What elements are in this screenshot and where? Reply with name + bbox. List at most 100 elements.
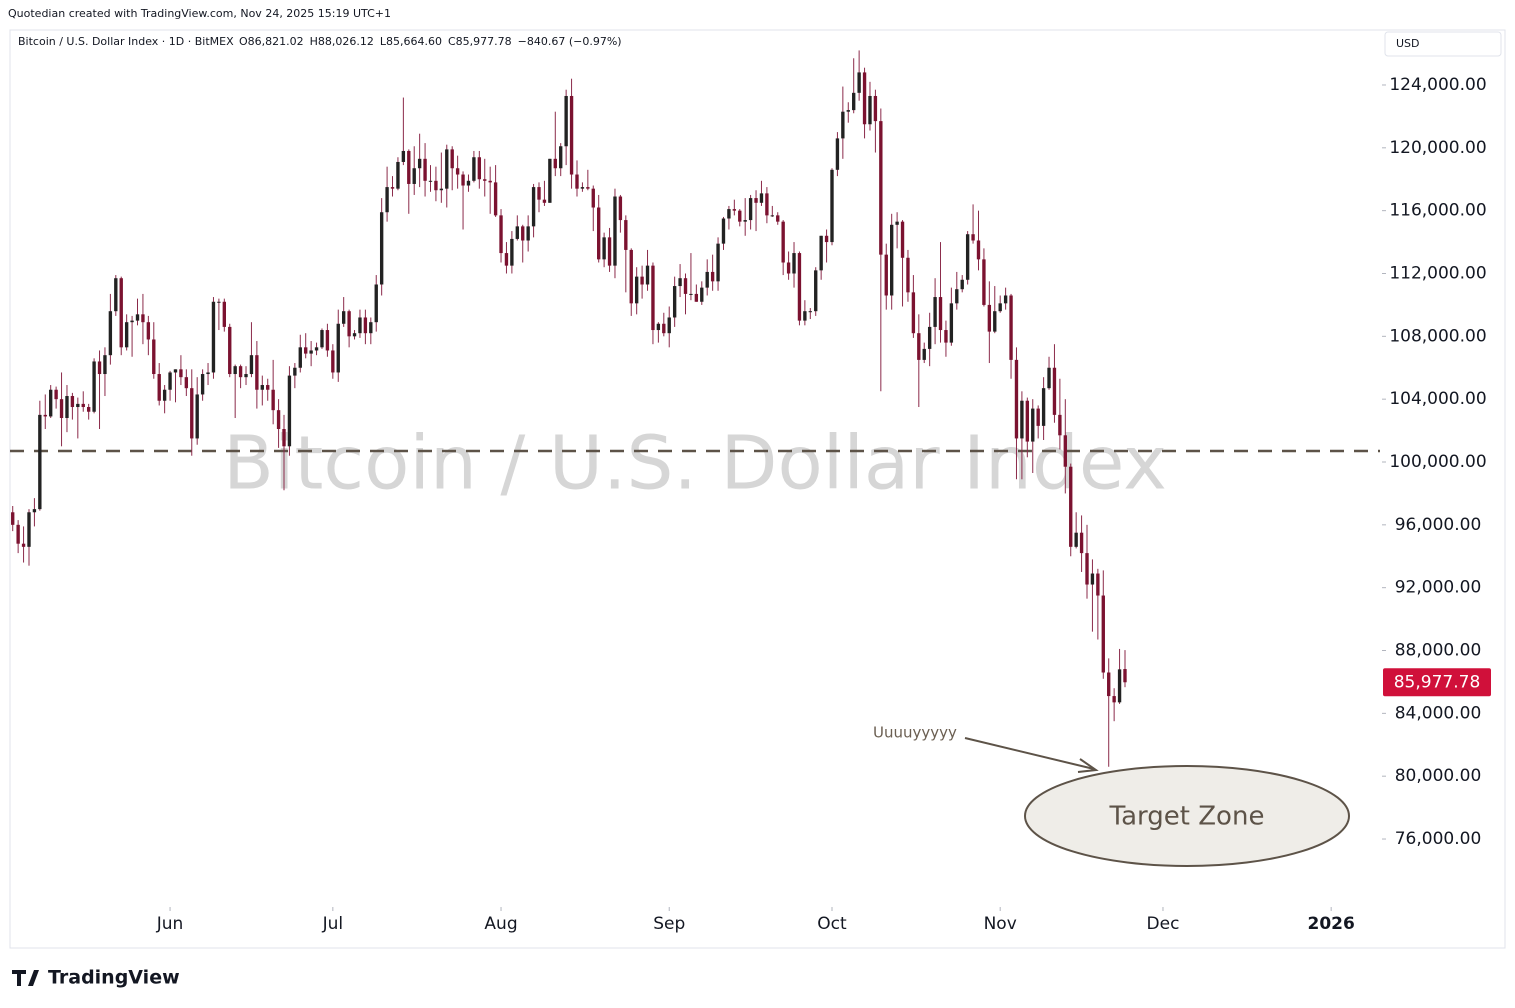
last-price-label: 85,977.78 [1394, 672, 1481, 692]
candle-body [49, 389, 53, 417]
candle-body [86, 407, 91, 412]
candle-body [390, 187, 395, 189]
candle-body [396, 161, 400, 189]
candle-body [184, 377, 189, 389]
candle-body [222, 301, 226, 327]
candle-body [721, 218, 726, 244]
candle-body [1079, 532, 1084, 554]
candle-body [162, 389, 167, 401]
candle-body [146, 322, 151, 340]
y-tick-label: 124,000.00 [1389, 75, 1486, 95]
candle-body [993, 311, 997, 332]
candle-body [466, 180, 471, 186]
y-tick-label: 76,000.00 [1395, 829, 1482, 849]
candle-body [320, 330, 324, 348]
candle-body [895, 221, 899, 225]
candle-body [1063, 435, 1067, 467]
candle-body [564, 95, 568, 147]
candle-body [417, 158, 422, 169]
candle-body [195, 394, 199, 439]
x-tick-label: Oct [817, 914, 847, 934]
watermark: Bitcoin / U.S. Dollar Index [223, 421, 1167, 507]
candle-body [379, 212, 384, 285]
candle-body [1058, 414, 1062, 436]
candle-body [781, 221, 785, 263]
candle-body [835, 138, 840, 170]
candle-body [965, 234, 970, 280]
candle-body [765, 193, 769, 216]
candle-body [754, 198, 758, 203]
chart-frame [9, 29, 1506, 949]
candle-body [472, 157, 476, 181]
candle-body [21, 543, 26, 547]
candle-body [1090, 573, 1095, 585]
symbol: Bitcoin / U.S. Dollar Index · 1D · BitME… [18, 35, 234, 48]
candle-body [168, 372, 172, 390]
candle-body [54, 389, 58, 400]
currency[interactable]: USD [1396, 37, 1420, 50]
candle-body [309, 350, 313, 354]
candle-body [911, 292, 916, 334]
y-tick-label: 100,000.00 [1389, 452, 1486, 472]
candle-body [830, 169, 834, 243]
candle-body [342, 311, 346, 324]
candle-body [233, 366, 237, 375]
candle-body [591, 188, 595, 208]
y-tick-label: 112,000.00 [1389, 263, 1486, 283]
x-tick-label: Sep [653, 914, 685, 934]
candle-body [678, 278, 682, 287]
candle-body [998, 303, 1002, 312]
candle-body [624, 220, 628, 250]
candle-body [38, 414, 42, 510]
candle-body [407, 150, 411, 184]
candle-body [743, 220, 747, 222]
candle-body [152, 339, 156, 375]
candle-body [1047, 367, 1051, 389]
candle-body [1117, 669, 1122, 703]
ohlc-high: H88,026.12 [310, 35, 374, 48]
y-tick-label: 80,000.00 [1395, 766, 1482, 786]
candle-body [526, 226, 530, 241]
x-tick-label: Nov [984, 914, 1017, 934]
candle-body [694, 293, 699, 302]
candle-body [65, 396, 69, 419]
candle-body [672, 286, 677, 318]
candle-body [982, 259, 986, 305]
brand: TradingView [48, 967, 180, 989]
ohlc-low: L85,664.60 [380, 35, 442, 48]
candle-body [59, 399, 64, 419]
candle-body [173, 369, 178, 373]
candle-body [1052, 367, 1057, 415]
candle-body [141, 314, 145, 323]
candle-body [244, 374, 248, 378]
y-tick-label: 120,000.00 [1389, 138, 1486, 158]
candle-body [190, 388, 194, 439]
y-tick-label: 108,000.00 [1389, 326, 1486, 346]
candle-body [803, 311, 807, 321]
currency-box[interactable] [1384, 31, 1502, 57]
y-tick-label: 104,000.00 [1389, 389, 1486, 409]
candle-body [461, 174, 465, 186]
candle-body [276, 410, 281, 430]
candle-body [314, 347, 319, 351]
candle-body [282, 429, 286, 447]
candle-body [92, 361, 96, 412]
candle-body [841, 111, 845, 139]
candle-body [634, 276, 639, 304]
candle-body [16, 524, 20, 544]
candle-body [358, 317, 362, 334]
target-zone [1024, 765, 1350, 867]
candle-body [510, 238, 514, 266]
candle-body [1009, 295, 1013, 360]
candle-body [656, 323, 661, 331]
candle-body [27, 512, 31, 547]
candle-body [727, 209, 731, 219]
candle-body [553, 158, 557, 169]
candle-body [738, 210, 742, 222]
candle-body [857, 72, 861, 93]
candle-body [179, 369, 183, 378]
candle-body [1074, 532, 1078, 547]
candle-body [515, 226, 519, 239]
candle-body [852, 92, 856, 111]
